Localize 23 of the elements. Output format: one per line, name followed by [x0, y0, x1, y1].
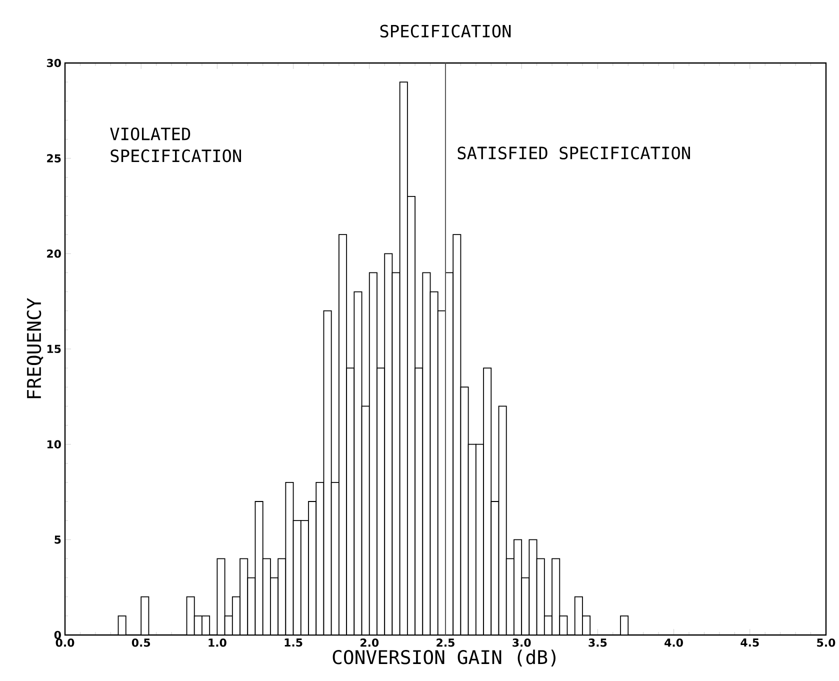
x-tick-label: 2.0	[360, 638, 379, 647]
x-tick-label: 4.5	[740, 638, 759, 647]
x-tick-label: 3.5	[588, 638, 607, 647]
y-tick-label: 25	[47, 154, 61, 162]
y-tick-label: 10	[47, 440, 61, 448]
x-tick-label: 1.5	[284, 638, 302, 647]
y-axis-title: FREQUENCY	[26, 298, 44, 398]
y-tick-label: 0	[54, 630, 61, 640]
x-tick-label: 0.0	[56, 638, 74, 647]
ref-line-label: SPECIFICATION	[380, 24, 511, 38]
x-tick-label: 1.0	[208, 638, 226, 647]
x-tick-label: 0.5	[132, 638, 150, 647]
x-axis-title: CONVERSION GAIN (dB)	[332, 650, 556, 667]
x-tick-label: 2.5	[436, 638, 454, 647]
y-tick-label: 30	[46, 58, 61, 68]
x-tick-label: 4.0	[664, 638, 683, 647]
annotation: VIOLATED SPECIFICATION	[110, 128, 242, 162]
y-tick-label: 20	[47, 250, 61, 258]
y-tick-label: 15	[47, 344, 61, 354]
x-tick-label: 5.0	[817, 638, 836, 647]
annotation: SATISFIED SPECIFICATION	[458, 146, 690, 160]
y-tick-label: 5	[54, 536, 61, 544]
x-tick-label: 3.0	[512, 638, 531, 647]
